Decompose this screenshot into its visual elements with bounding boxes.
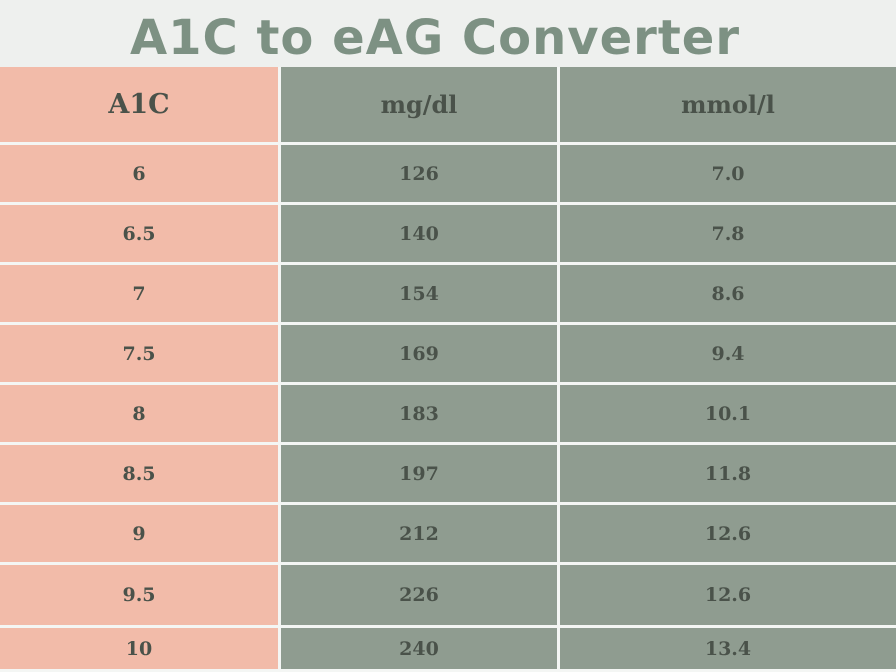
header-row: A1C mg/dl mmol/l [0,67,896,145]
table-cell: 13.4 [557,628,896,669]
table-cell: 183 [278,385,557,442]
table-cell: 12.6 [557,565,896,625]
table-cell: 10 [0,628,278,669]
table-cell: 240 [278,628,557,669]
table-row: 9 212 12.6 [0,505,896,565]
table-cell: 11.8 [557,445,896,502]
table-row: 6 126 7.0 [0,145,896,205]
column-header: mg/dl [278,67,557,142]
table-cell: 9.5 [0,565,278,625]
table-row: 8.5 197 11.8 [0,445,896,505]
table-cell: 6.5 [0,205,278,262]
table-cell: 9 [0,505,278,562]
table-row: 7 154 8.6 [0,265,896,325]
table-row: 6.5 140 7.8 [0,205,896,265]
column-header: mmol/l [557,67,896,142]
table-row: 9.5 226 12.6 [0,565,896,628]
table-cell: 8.5 [0,445,278,502]
table-cell: 7.0 [557,145,896,202]
table-cell: 12.6 [557,505,896,562]
table-cell: 7.5 [0,325,278,382]
table-cell: 212 [278,505,557,562]
table-cell: 197 [278,445,557,502]
table-cell: 7.8 [557,205,896,262]
table-row: 10 240 13.4 [0,628,896,672]
table-cell: 154 [278,265,557,322]
table-cell: 9.4 [557,325,896,382]
table-row: 7.5 169 9.4 [0,325,896,385]
table-cell: 8.6 [557,265,896,322]
table-cell: 226 [278,565,557,625]
column-header: A1C [0,67,278,142]
table-row: 8 183 10.1 [0,385,896,445]
table-cell: 8 [0,385,278,442]
table-cell: 126 [278,145,557,202]
title: A1C to eAG Converter [130,10,740,66]
table: A1C mg/dl mmol/l 6 126 7.0 6.5 140 7.8 7 154 8.6 7.5… [0,67,896,672]
table-cell: 6 [0,145,278,202]
table-cell: 169 [278,325,557,382]
table-cell: 140 [278,205,557,262]
table-cell: 7 [0,265,278,322]
table-cell: 10.1 [557,385,896,442]
